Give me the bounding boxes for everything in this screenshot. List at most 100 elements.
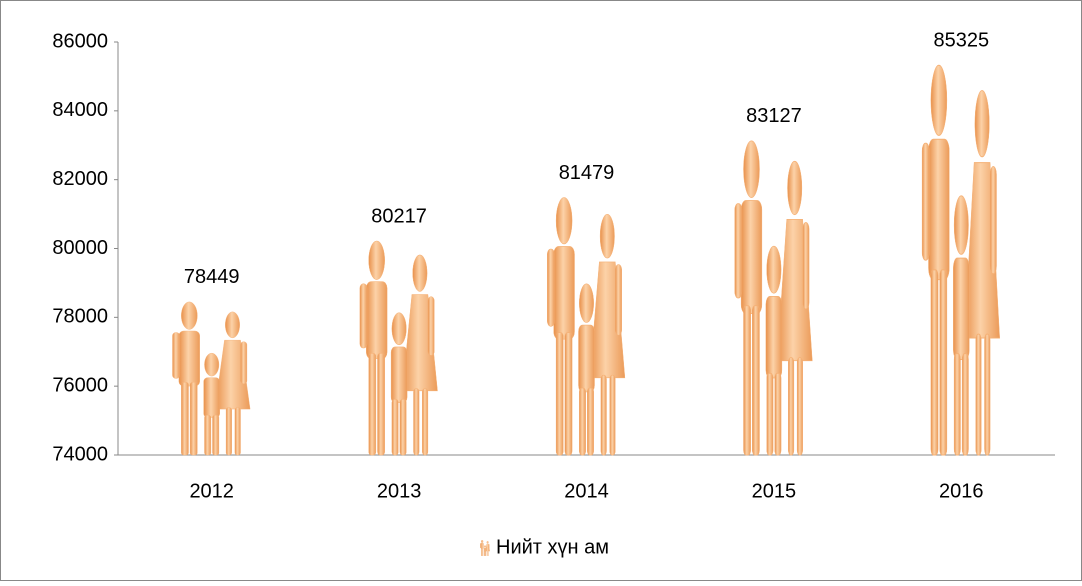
legend-label: Нийт хүн ам (496, 536, 609, 558)
figure-part (928, 138, 950, 281)
figure-part (766, 372, 774, 456)
figure-part (225, 407, 232, 456)
figure-part (599, 214, 615, 259)
figure-part (359, 283, 368, 349)
figure-part (181, 382, 189, 456)
figure-part (391, 312, 407, 346)
x-tick-label: 2015 (752, 480, 797, 502)
figure-part (181, 301, 198, 330)
figure-part (734, 203, 743, 299)
data-label: 81479 (559, 162, 615, 184)
data-label: 85325 (933, 30, 989, 52)
figure-part (796, 357, 803, 456)
x-tick-label: 2012 (189, 480, 234, 502)
y-tick-label: 86000 (52, 30, 108, 52)
figure-part (240, 341, 248, 384)
figure-part (953, 353, 961, 456)
figure-part (774, 372, 782, 456)
figure-part (953, 195, 969, 255)
figure-part (579, 283, 594, 323)
bar (921, 64, 1000, 456)
figure-part (480, 543, 484, 549)
figure-part (368, 240, 385, 280)
figure-part (555, 197, 573, 245)
figure-part (484, 551, 485, 556)
figure-part (787, 160, 803, 216)
bar (172, 301, 251, 456)
bar (547, 197, 626, 456)
figure-part (553, 246, 575, 340)
figure-part (939, 269, 948, 456)
figure-part (752, 305, 760, 456)
figure-part (212, 414, 220, 456)
figure-part (412, 254, 428, 292)
figure-part (422, 388, 429, 456)
figure-part (486, 541, 489, 544)
figure-part (974, 90, 990, 158)
figure-part (564, 332, 573, 456)
figure-part (953, 257, 970, 360)
y-tick-label: 78000 (52, 306, 108, 328)
figure-part (930, 64, 948, 136)
figure-part (189, 382, 198, 456)
figure-part (225, 311, 240, 339)
y-tick-label: 80000 (52, 237, 108, 259)
figure-part (172, 332, 180, 379)
figure-part (483, 547, 487, 553)
figure-part (579, 387, 586, 456)
figure-part (587, 387, 594, 456)
figure-part (788, 357, 795, 456)
figure-part (391, 399, 399, 456)
figure-part (930, 269, 939, 456)
x-tick-label: 2014 (564, 480, 609, 502)
figure-part (743, 305, 751, 456)
figure-part (600, 374, 607, 456)
figure-part (481, 548, 483, 556)
y-tick-label: 84000 (52, 99, 108, 121)
bar (734, 140, 813, 456)
figure-part (487, 551, 489, 556)
figure-part (178, 330, 200, 387)
figure-part (765, 295, 783, 379)
figure-part (480, 543, 482, 549)
figure-part (555, 332, 564, 456)
figure-part (234, 407, 241, 456)
figure-part (413, 388, 420, 456)
legend-icon (480, 540, 490, 556)
figure-part (427, 296, 435, 356)
figure-part (486, 551, 488, 556)
figure-part (578, 324, 595, 393)
figure-part (204, 352, 220, 377)
figure-part (740, 200, 763, 315)
figure-part (481, 540, 484, 543)
figure-part (975, 333, 982, 456)
figure-part (204, 414, 212, 456)
figure-part (615, 264, 622, 336)
figure-part (547, 248, 555, 327)
figure-part (399, 399, 407, 456)
figure-part (609, 374, 616, 456)
figure-part (743, 140, 760, 198)
figure-part (482, 548, 484, 556)
figure-part (484, 545, 486, 548)
data-label: 80217 (371, 205, 427, 227)
x-tick-label: 2016 (939, 480, 984, 502)
figure-part (377, 353, 385, 456)
figure-part (802, 222, 810, 310)
figure-part (368, 353, 377, 456)
data-label: 78449 (184, 266, 240, 288)
figure-part (921, 142, 930, 261)
figure-part (203, 377, 220, 418)
figure-part (485, 551, 486, 556)
figure-part (366, 281, 388, 359)
figure-part (984, 333, 991, 456)
y-tick-label: 82000 (52, 168, 108, 190)
y-tick-label: 74000 (52, 443, 108, 465)
figure-part (961, 353, 969, 456)
figure-part (390, 346, 408, 403)
figure-part (989, 166, 997, 275)
y-tick-label: 76000 (52, 374, 108, 396)
figure-part (766, 245, 782, 294)
